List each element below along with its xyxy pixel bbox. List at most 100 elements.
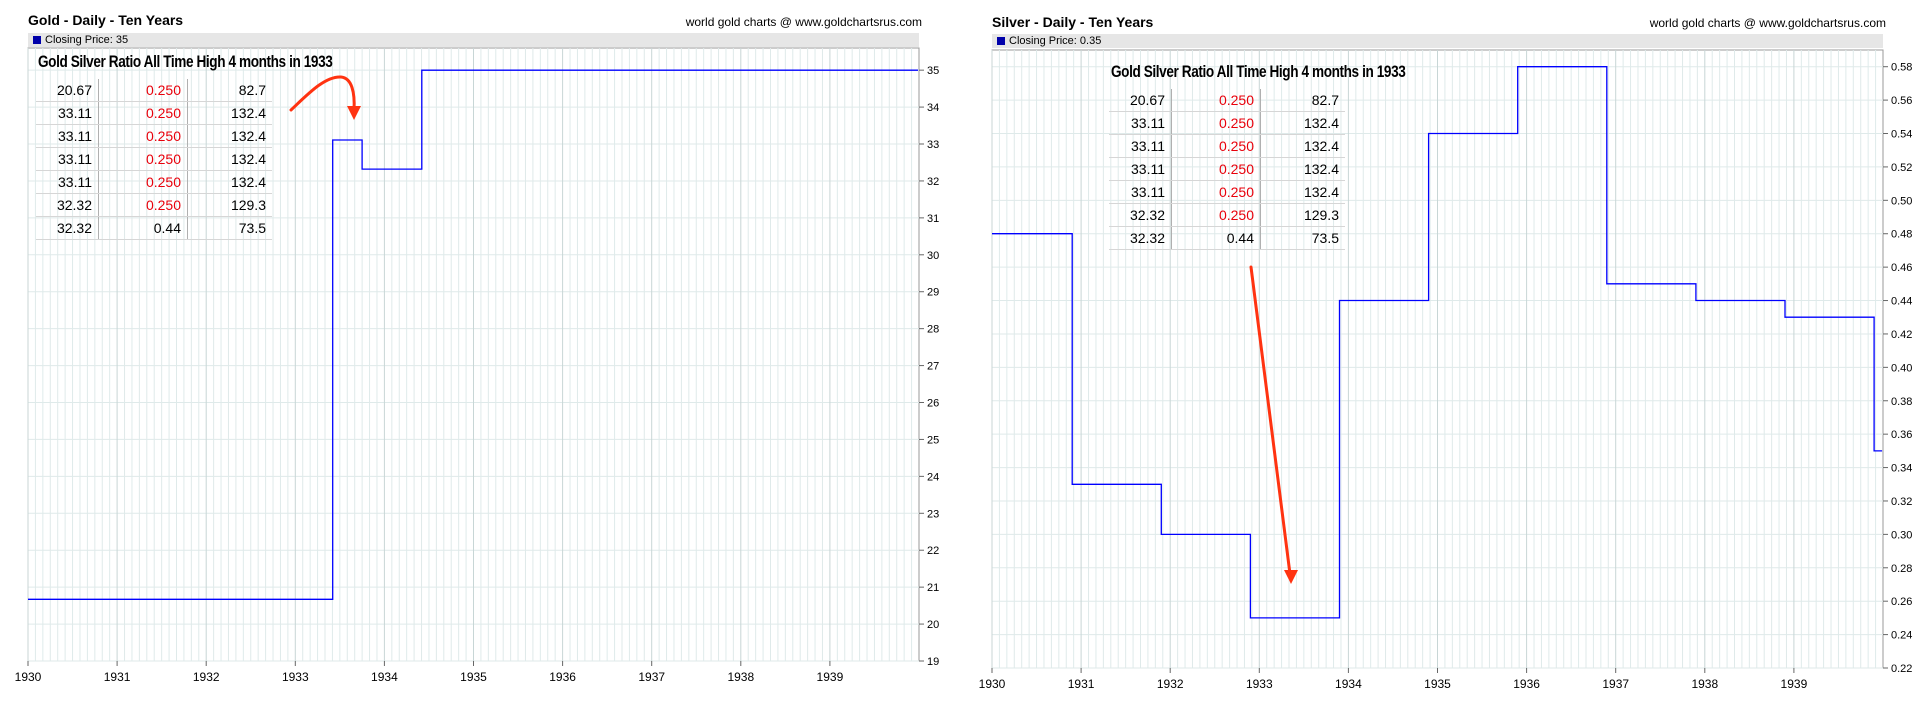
table-cell: 0.250 bbox=[1171, 157, 1261, 181]
y-tick-label: 20 bbox=[927, 619, 939, 631]
annotation-arrow bbox=[1249, 265, 1292, 576]
x-tick-label: 1937 bbox=[1602, 677, 1629, 691]
silver-legend: Closing Price: 0.35 bbox=[992, 34, 1883, 48]
x-tick-label: 1935 bbox=[460, 670, 487, 684]
x-tick-label: 1933 bbox=[1246, 677, 1273, 691]
table-cell: 32.32 bbox=[1109, 226, 1172, 250]
table-row: 32.32 0.44 73.5 bbox=[36, 216, 272, 240]
table-cell: 73.5 bbox=[1260, 226, 1345, 250]
x-tick-label: 1939 bbox=[817, 670, 844, 684]
gold-ratio-table-title: Gold Silver Ratio All Time High 4 months… bbox=[38, 52, 333, 71]
series-line bbox=[992, 66, 1883, 619]
table-cell: 32.32 bbox=[1109, 203, 1172, 227]
gold-legend: Closing Price: 35 bbox=[28, 33, 919, 47]
table-cell: 33.11 bbox=[1109, 111, 1172, 135]
x-tick-label: 1931 bbox=[1068, 677, 1095, 691]
gold-ratio-table: 20.67 0.250 82.7 33.11 0.250 132.4 33.11 0.250 1… bbox=[36, 79, 272, 240]
y-tick-label: 34 bbox=[927, 102, 939, 114]
table-row: 33.11 0.250 132.4 bbox=[36, 124, 272, 148]
gold-chart-credit: world gold charts @ www.goldchartsrus.co… bbox=[685, 15, 922, 29]
silver-chart-title: Silver - Daily - Ten Years bbox=[992, 14, 1154, 30]
x-tick-label: 1930 bbox=[15, 670, 42, 684]
table-row: 32.32 0.250 129.3 bbox=[36, 193, 272, 217]
y-tick-label: 0.28 bbox=[1891, 563, 1912, 575]
table-cell: 132.4 bbox=[1260, 134, 1345, 158]
x-tick-label: 1932 bbox=[193, 670, 220, 684]
table-cell: 132.4 bbox=[187, 170, 272, 194]
table-row: 33.11 0.250 132.4 bbox=[1109, 180, 1345, 204]
y-tick-label: 0.50 bbox=[1891, 195, 1912, 207]
y-tick-label: 0.58 bbox=[1891, 62, 1912, 74]
silver-chart-credit: world gold charts @ www.goldchartsrus.co… bbox=[1649, 16, 1886, 30]
y-tick-label: 31 bbox=[927, 213, 939, 225]
table-row: 33.11 0.250 132.4 bbox=[1109, 134, 1345, 158]
y-tick-label: 0.34 bbox=[1891, 463, 1912, 475]
table-cell: 132.4 bbox=[1260, 157, 1345, 181]
y-tick-label: 0.24 bbox=[1891, 630, 1912, 642]
table-cell: 0.250 bbox=[1171, 203, 1261, 227]
y-tick-label: 0.56 bbox=[1891, 95, 1912, 107]
y-tick-label: 25 bbox=[927, 434, 939, 446]
table-cell: 33.11 bbox=[36, 170, 99, 194]
y-tick-label: 23 bbox=[927, 508, 939, 520]
table-cell: 20.67 bbox=[1109, 89, 1172, 112]
y-tick-label: 21 bbox=[927, 582, 939, 594]
table-cell: 129.3 bbox=[1260, 203, 1345, 227]
table-row: 33.11 0.250 132.4 bbox=[1109, 111, 1345, 135]
y-tick-label: 0.54 bbox=[1891, 129, 1912, 141]
legend-square-icon bbox=[997, 37, 1005, 45]
y-tick-label: 0.48 bbox=[1891, 229, 1912, 241]
y-tick-label: 28 bbox=[927, 324, 939, 336]
x-tick-label: 1939 bbox=[1781, 677, 1808, 691]
series-line bbox=[28, 69, 919, 600]
table-row: 33.11 0.250 132.4 bbox=[36, 147, 272, 171]
y-tick-label: 26 bbox=[927, 398, 939, 410]
table-cell: 0.250 bbox=[98, 101, 188, 125]
annotation-arrow bbox=[289, 75, 356, 112]
table-cell: 33.11 bbox=[1109, 134, 1172, 158]
table-cell: 33.11 bbox=[1109, 180, 1172, 204]
y-tick-label: 0.42 bbox=[1891, 329, 1912, 341]
table-cell: 32.32 bbox=[36, 216, 99, 240]
y-tick-label: 0.44 bbox=[1891, 296, 1912, 308]
table-cell: 129.3 bbox=[187, 193, 272, 217]
x-tick-label: 1937 bbox=[638, 670, 665, 684]
x-tick-label: 1936 bbox=[1513, 677, 1540, 691]
y-tick-label: 32 bbox=[927, 176, 939, 188]
y-tick-label: 0.46 bbox=[1891, 262, 1912, 274]
y-tick-label: 0.40 bbox=[1891, 362, 1912, 374]
table-cell: 33.11 bbox=[36, 147, 99, 171]
y-tick-label: 24 bbox=[927, 471, 939, 483]
x-tick-label: 1931 bbox=[104, 670, 131, 684]
table-cell: 0.250 bbox=[1171, 111, 1261, 135]
table-row: 33.11 0.250 132.4 bbox=[36, 101, 272, 125]
x-tick-label: 1933 bbox=[282, 670, 309, 684]
legend-square-icon bbox=[33, 36, 41, 44]
y-tick-label: 27 bbox=[927, 361, 939, 373]
table-cell: 132.4 bbox=[1260, 111, 1345, 135]
silver-ratio-table-title: Gold Silver Ratio All Time High 4 months… bbox=[1111, 62, 1406, 81]
gold-legend-label: Closing Price: 35 bbox=[45, 34, 129, 46]
y-tick-label: 0.38 bbox=[1891, 396, 1912, 408]
x-tick-label: 1936 bbox=[549, 670, 576, 684]
table-cell: 82.7 bbox=[187, 79, 272, 102]
x-tick-label: 1934 bbox=[1335, 677, 1362, 691]
table-cell: 0.44 bbox=[1171, 226, 1261, 250]
table-cell: 73.5 bbox=[187, 216, 272, 240]
y-tick-label: 0.30 bbox=[1891, 529, 1912, 541]
x-tick-label: 1932 bbox=[1157, 677, 1184, 691]
table-cell: 132.4 bbox=[1260, 180, 1345, 204]
silver-legend-label: Closing Price: 0.35 bbox=[1009, 35, 1102, 47]
y-tick-label: 0.52 bbox=[1891, 162, 1912, 174]
table-cell: 20.67 bbox=[36, 79, 99, 102]
table-cell: 132.4 bbox=[187, 101, 272, 125]
table-row: 20.67 0.250 82.7 bbox=[36, 79, 272, 102]
y-tick-label: 22 bbox=[927, 545, 939, 557]
table-row: 33.11 0.250 132.4 bbox=[36, 170, 272, 194]
table-cell: 0.250 bbox=[98, 124, 188, 148]
annotation-arrowhead bbox=[1284, 570, 1298, 584]
table-cell: 33.11 bbox=[36, 124, 99, 148]
y-tick-label: 30 bbox=[927, 250, 939, 262]
silver-ratio-table: 20.67 0.250 82.7 33.11 0.250 132.4 33.11 0.250 1… bbox=[1109, 89, 1345, 250]
y-tick-label: 0.22 bbox=[1891, 663, 1912, 675]
